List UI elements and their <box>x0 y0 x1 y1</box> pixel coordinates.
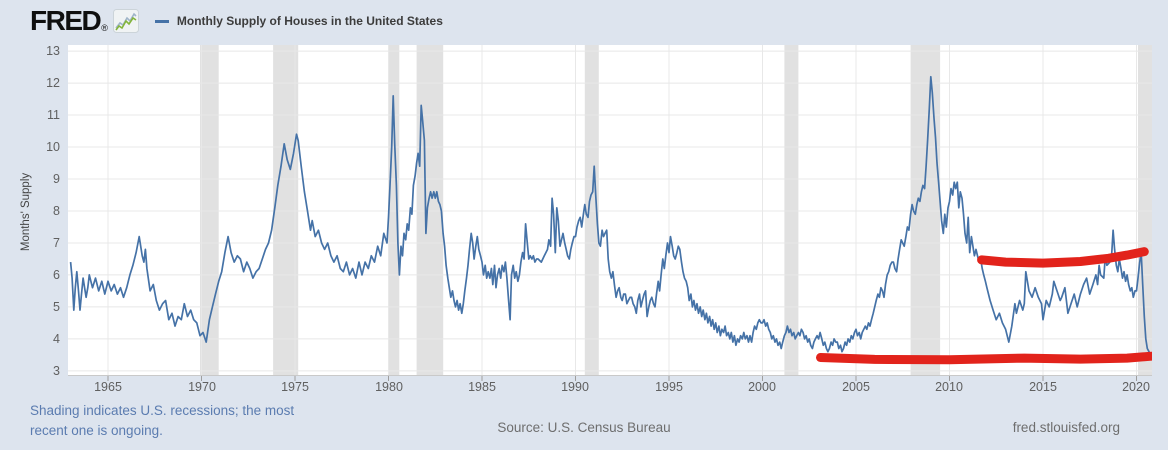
x-axis-tick-labels: 1965 1970 1975 1980 1985 1990 1995 2000 2005 2010… <box>68 380 1152 396</box>
x-tick-label: 1995 <box>655 380 683 394</box>
y-tick-label: 13 <box>46 44 60 58</box>
x-tick-label: 1970 <box>188 380 216 394</box>
x-tick-label: 2010 <box>935 380 963 394</box>
recession-note: Shading indicates U.S. recessions; the m… <box>30 401 294 441</box>
recession-note-line1: Shading indicates U.S. recessions; the m… <box>30 403 295 418</box>
fred-logo: FRED ® <box>30 6 110 36</box>
y-tick-label: 4 <box>53 332 60 346</box>
registered-trademark-icon: ® <box>101 23 108 33</box>
x-tick-label: 1965 <box>94 380 122 394</box>
plot-area <box>68 45 1152 381</box>
x-tick-label: 1985 <box>468 380 496 394</box>
series-line <box>69 75 1152 356</box>
fred-logo-sparkline-icon <box>112 9 139 33</box>
y-tick-label: 3 <box>53 364 60 378</box>
fred-logo-text: FRED <box>30 5 102 36</box>
y-tick-label: 7 <box>53 236 60 250</box>
recession-note-line2: recent one is ongoing. <box>30 423 163 438</box>
y-tick-label: 12 <box>46 76 60 90</box>
x-tick-label: 2000 <box>748 380 776 394</box>
y-tick-label: 9 <box>53 172 60 186</box>
y-tick-label: 11 <box>47 108 60 122</box>
legend-series-label: Monthly Supply of Houses in the United S… <box>176 14 443 28</box>
x-tick-label: 2020 <box>1122 380 1150 394</box>
y-axis-tick-labels: 3 4 5 6 7 8 9 10 11 12 13 <box>0 44 60 378</box>
x-tick-label: 1980 <box>375 380 403 394</box>
x-tick-label: 1990 <box>561 380 589 394</box>
y-tick-label: 10 <box>46 140 60 154</box>
fred-site-link[interactable]: fred.stlouisfed.org <box>1012 420 1120 435</box>
source-text: Source: U.S. Census Bureau <box>497 420 671 435</box>
header: FRED ® Monthly Supply of Houses in the Un… <box>30 5 443 37</box>
annotation-red-line-lower <box>816 351 1152 365</box>
x-tick-label: 2015 <box>1029 380 1057 394</box>
annotation-red-line-upper <box>977 247 1149 268</box>
y-tick-label: 8 <box>53 204 60 218</box>
y-tick-label: 5 <box>53 300 60 314</box>
legend-series-swatch <box>154 19 169 23</box>
x-tick-label: 1975 <box>281 380 309 394</box>
chart-legend: Monthly Supply of Houses in the United S… <box>154 14 443 28</box>
x-tick-label: 2005 <box>842 380 870 394</box>
y-tick-label: 6 <box>53 268 60 282</box>
